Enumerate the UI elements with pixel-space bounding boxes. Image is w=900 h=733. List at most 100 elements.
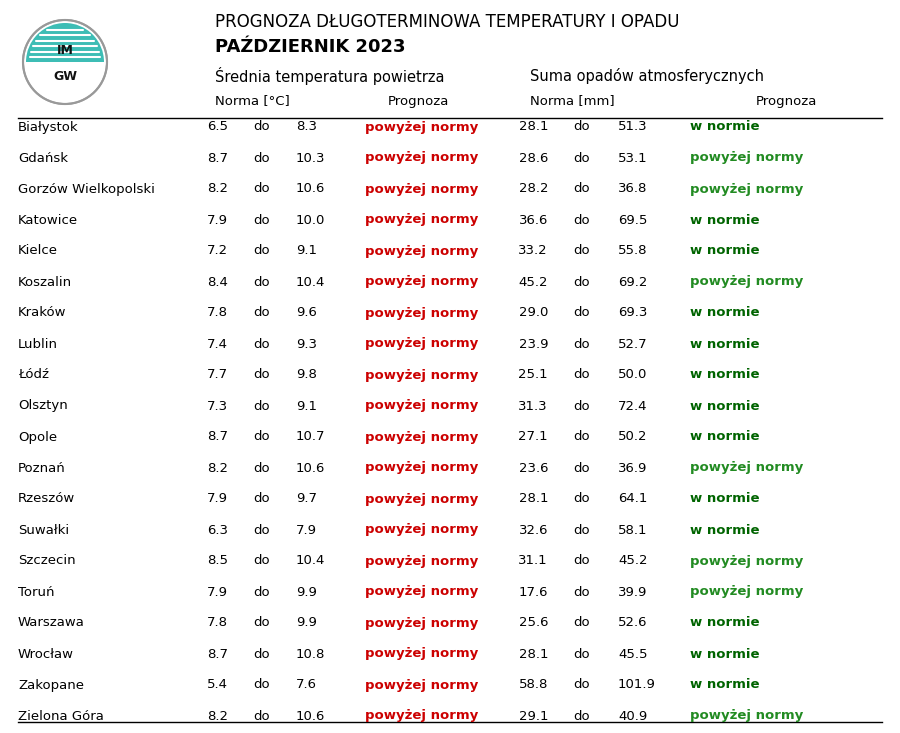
- Text: w normie: w normie: [690, 616, 760, 630]
- Text: 36.6: 36.6: [518, 213, 548, 226]
- Text: do: do: [254, 430, 270, 443]
- Text: 8.7: 8.7: [207, 430, 228, 443]
- Text: do: do: [573, 337, 590, 350]
- Text: Koszalin: Koszalin: [18, 276, 72, 289]
- Text: 7.6: 7.6: [296, 679, 317, 691]
- Text: w normie: w normie: [690, 493, 760, 506]
- Text: 7.9: 7.9: [207, 493, 228, 506]
- Text: do: do: [254, 276, 270, 289]
- Text: powyżej normy: powyżej normy: [690, 183, 803, 196]
- Text: 10.6: 10.6: [296, 462, 326, 474]
- Text: 7.9: 7.9: [207, 213, 228, 226]
- Text: 28.1: 28.1: [518, 493, 548, 506]
- Text: 64.1: 64.1: [618, 493, 647, 506]
- Text: 6.5: 6.5: [207, 120, 228, 133]
- Text: 9.6: 9.6: [296, 306, 317, 320]
- Text: do: do: [254, 399, 270, 413]
- Text: 9.7: 9.7: [296, 493, 317, 506]
- Text: 55.8: 55.8: [618, 245, 647, 257]
- Text: 28.2: 28.2: [518, 183, 548, 196]
- Text: do: do: [573, 213, 590, 226]
- Text: 25.1: 25.1: [518, 369, 548, 381]
- Text: IM: IM: [57, 43, 74, 56]
- Text: 7.2: 7.2: [207, 245, 228, 257]
- Text: 10.4: 10.4: [296, 554, 326, 567]
- Text: do: do: [254, 647, 270, 660]
- Text: w normie: w normie: [690, 523, 760, 537]
- Text: w normie: w normie: [690, 647, 760, 660]
- Text: Wrocław: Wrocław: [18, 647, 74, 660]
- Wedge shape: [26, 23, 104, 62]
- Text: Gorzów Wielkopolski: Gorzów Wielkopolski: [18, 183, 155, 196]
- Text: Kielce: Kielce: [18, 245, 58, 257]
- Text: 10.4: 10.4: [296, 276, 326, 289]
- Text: 9.9: 9.9: [296, 586, 317, 599]
- Text: do: do: [573, 462, 590, 474]
- Text: 10.6: 10.6: [296, 183, 326, 196]
- Text: w normie: w normie: [690, 679, 760, 691]
- Text: do: do: [573, 183, 590, 196]
- Text: powyżej normy: powyżej normy: [365, 120, 478, 133]
- Text: Toruń: Toruń: [18, 586, 55, 599]
- Text: w normie: w normie: [690, 399, 760, 413]
- Text: do: do: [573, 647, 590, 660]
- Text: do: do: [254, 616, 270, 630]
- Text: 7.9: 7.9: [296, 523, 317, 537]
- Text: Szczecin: Szczecin: [18, 554, 76, 567]
- Text: do: do: [254, 120, 270, 133]
- Text: Zakopane: Zakopane: [18, 679, 84, 691]
- Text: 101.9: 101.9: [618, 679, 656, 691]
- Text: 25.6: 25.6: [518, 616, 548, 630]
- Text: 69.3: 69.3: [618, 306, 647, 320]
- Text: 8.4: 8.4: [207, 276, 228, 289]
- Text: PAŹDZIERNIK 2023: PAŹDZIERNIK 2023: [215, 38, 406, 56]
- Text: do: do: [254, 369, 270, 381]
- Text: w normie: w normie: [690, 337, 760, 350]
- Text: 5.4: 5.4: [207, 679, 228, 691]
- Text: 17.6: 17.6: [518, 586, 548, 599]
- Text: do: do: [254, 152, 270, 164]
- Text: 32.6: 32.6: [518, 523, 548, 537]
- Text: Warszawa: Warszawa: [18, 616, 85, 630]
- Text: 45.2: 45.2: [518, 276, 548, 289]
- Text: powyżej normy: powyżej normy: [365, 586, 478, 599]
- Text: 72.4: 72.4: [618, 399, 647, 413]
- Wedge shape: [26, 62, 104, 101]
- Text: powyżej normy: powyżej normy: [365, 679, 478, 691]
- Text: w normie: w normie: [690, 430, 760, 443]
- Text: Opole: Opole: [18, 430, 57, 443]
- Text: do: do: [254, 493, 270, 506]
- Text: Prognoza: Prognoza: [756, 95, 817, 108]
- Text: Suwałki: Suwałki: [18, 523, 69, 537]
- Text: powyżej normy: powyżej normy: [365, 213, 478, 226]
- Text: powyżej normy: powyżej normy: [365, 430, 478, 443]
- Text: do: do: [573, 430, 590, 443]
- Text: 28.1: 28.1: [518, 120, 548, 133]
- Text: 27.1: 27.1: [518, 430, 548, 443]
- Text: do: do: [254, 523, 270, 537]
- Text: 8.2: 8.2: [207, 710, 228, 723]
- Text: Prognoza: Prognoza: [388, 95, 449, 108]
- Text: 29.0: 29.0: [518, 306, 548, 320]
- Text: 7.3: 7.3: [207, 399, 228, 413]
- Text: 31.3: 31.3: [518, 399, 548, 413]
- Text: do: do: [573, 369, 590, 381]
- Text: do: do: [254, 183, 270, 196]
- Text: Zielona Góra: Zielona Góra: [18, 710, 104, 723]
- Text: do: do: [254, 213, 270, 226]
- Text: powyżej normy: powyżej normy: [690, 276, 803, 289]
- Text: Lublin: Lublin: [18, 337, 58, 350]
- Text: 9.3: 9.3: [296, 337, 317, 350]
- Text: 52.6: 52.6: [618, 616, 647, 630]
- Text: 39.9: 39.9: [618, 586, 647, 599]
- Text: 9.1: 9.1: [296, 245, 317, 257]
- Text: 7.8: 7.8: [207, 616, 228, 630]
- Text: 9.8: 9.8: [296, 369, 317, 381]
- Text: 69.5: 69.5: [618, 213, 647, 226]
- Text: Średnia temperatura powietrza: Średnia temperatura powietrza: [215, 67, 445, 85]
- Text: 50.0: 50.0: [618, 369, 647, 381]
- Text: do: do: [573, 276, 590, 289]
- Text: do: do: [573, 152, 590, 164]
- Text: 45.2: 45.2: [618, 554, 647, 567]
- Text: powyżej normy: powyżej normy: [365, 554, 478, 567]
